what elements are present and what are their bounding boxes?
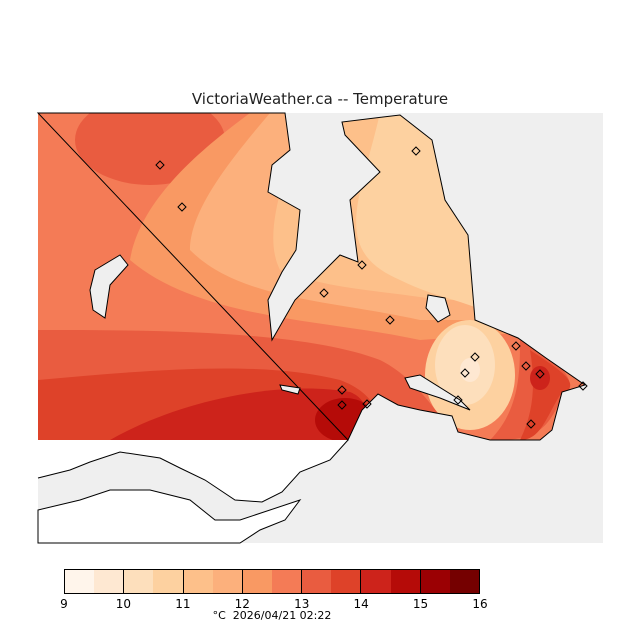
map-title: VictoriaWeather.ca -- Temperature xyxy=(191,90,449,108)
colorbar-bin xyxy=(124,570,154,593)
station-marker xyxy=(177,202,187,212)
station-marker xyxy=(578,381,588,391)
lake xyxy=(425,294,451,323)
coastline-south xyxy=(37,439,349,503)
station-markers xyxy=(155,146,588,429)
inlet xyxy=(404,374,471,411)
island-west xyxy=(89,254,129,319)
colorbar-bin xyxy=(153,570,184,593)
colorbar-tick-label: 10 xyxy=(115,597,132,611)
station-marker xyxy=(337,385,347,395)
colorbar-bin xyxy=(302,570,332,593)
station-marker xyxy=(411,146,421,156)
colorbar-tick-label: 15 xyxy=(412,597,429,611)
colorbar-bin xyxy=(331,570,362,593)
colorbar-bin xyxy=(390,570,421,593)
station-marker xyxy=(511,341,521,351)
colorbar-tick-label: 9 xyxy=(60,597,68,611)
timestamp: 2026/04/21 02:22 xyxy=(232,609,332,622)
colorbar-tick-label: 13 xyxy=(294,597,310,611)
colorbar-bin xyxy=(212,570,243,593)
colorbar-bin xyxy=(361,570,391,593)
land-south xyxy=(37,489,302,544)
station-marker xyxy=(357,260,367,270)
colorbar-tick-label: 12 xyxy=(234,597,250,611)
colorbar-bin xyxy=(449,570,479,593)
colorbar-caption: °C 2026/04/21 02:22 xyxy=(213,609,332,622)
colorbar xyxy=(64,569,480,594)
land-white xyxy=(38,440,348,502)
station-marker xyxy=(385,315,395,325)
station-marker xyxy=(535,369,545,379)
colorbar-bin xyxy=(94,570,125,593)
unit-label: °C xyxy=(212,609,226,622)
colorbar-bin xyxy=(420,570,450,593)
colorbar-tick-label: 11 xyxy=(175,597,191,611)
colorbar-bin xyxy=(242,570,272,593)
station-marker xyxy=(453,395,463,405)
colorbar-bin xyxy=(65,570,95,593)
coastline xyxy=(36,112,587,441)
station-marker xyxy=(460,368,470,378)
colorbar-tick-label: 16 xyxy=(472,597,488,611)
station-marker xyxy=(337,400,347,410)
colorbar-tick-label: 14 xyxy=(353,597,369,611)
station-marker xyxy=(470,352,480,362)
colorbar-bin xyxy=(271,570,303,593)
station-marker xyxy=(155,160,165,170)
island-south xyxy=(279,384,301,395)
station-marker xyxy=(521,361,531,371)
station-marker xyxy=(319,288,329,298)
station-marker xyxy=(362,399,372,409)
station-marker xyxy=(526,419,536,429)
colorbar-bin xyxy=(183,570,213,593)
